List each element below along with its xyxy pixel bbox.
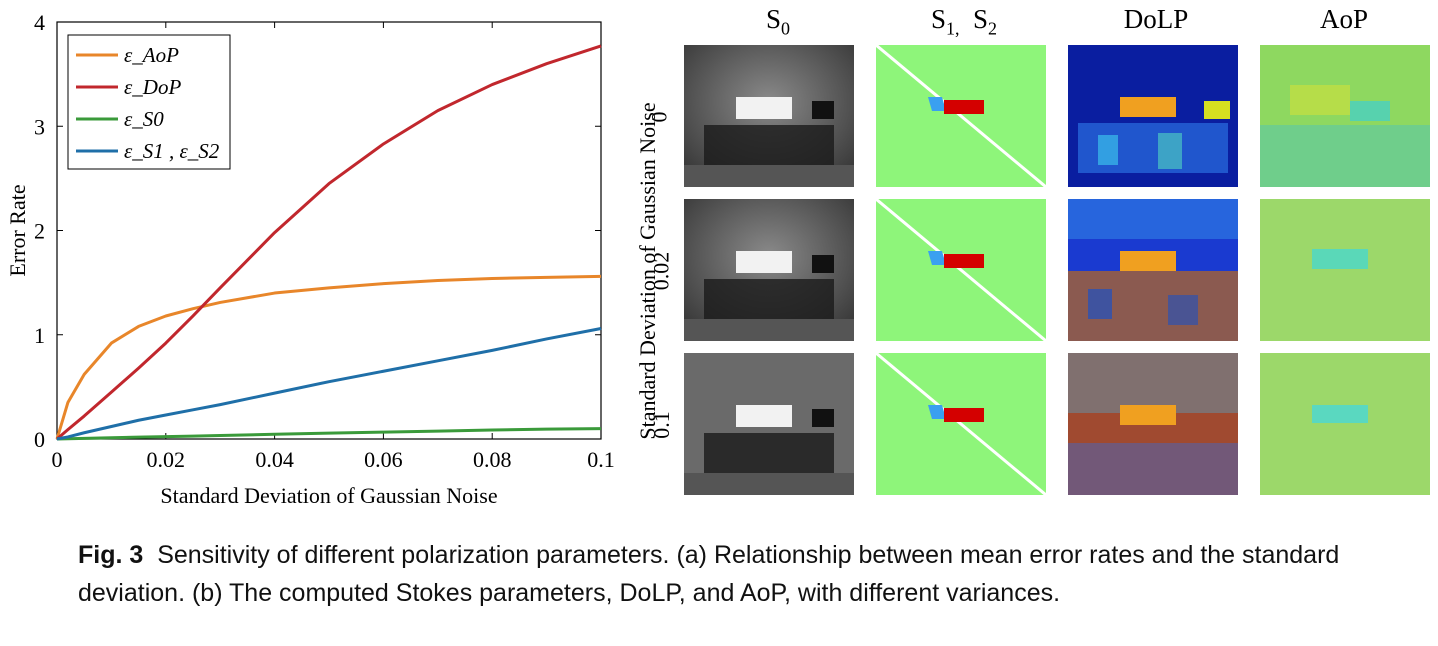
series-line — [55, 274, 602, 440]
dolp-image-row3 — [1068, 353, 1238, 495]
y-tick-label: 4 — [34, 10, 45, 35]
chart-axes: 0 0.02 0.04 0.06 0.08 0.1 0 1 2 3 4 Standard Deviat… — [5, 10, 615, 508]
y-tick-label: 0 — [34, 427, 45, 452]
series-line — [56, 427, 602, 441]
x-tick-label: 0.04 — [255, 447, 294, 472]
legend-label: ε_S1 , ε_S2 — [124, 139, 220, 163]
row-label-0: 0 — [646, 111, 672, 123]
row-label-0-02: 0.02 — [648, 251, 674, 291]
legend-box — [67, 34, 231, 170]
y-tick-label: 3 — [34, 114, 45, 139]
s1-s2-image-row3 — [876, 353, 1046, 495]
s0-image-row1 — [684, 45, 854, 187]
s1-s2-image-row1 — [876, 45, 1046, 187]
x-tick-label: 0.08 — [473, 447, 512, 472]
x-tick-label: 0.06 — [364, 447, 403, 472]
series-line — [56, 327, 602, 441]
chart-series — [55, 44, 602, 441]
column-header-dolp: DoLP — [1123, 4, 1189, 34]
dolp-image-row2 — [1068, 199, 1238, 341]
figure-caption-text: Sensitivity of different polarization pa… — [78, 541, 1340, 607]
x-axis-label: Standard Deviation of Gaussian Noise — [160, 483, 497, 508]
x-tick-label: 0.02 — [147, 447, 186, 472]
column-header-s1-s2: S1, S2 — [930, 4, 998, 39]
y-axis-label: Error Rate — [5, 184, 30, 276]
legend-label: ε_AoP — [124, 43, 179, 67]
s1-s2-image-row2 — [876, 199, 1046, 341]
dolp-image-row1 — [1068, 45, 1238, 187]
figure-label: Fig. 3 — [78, 541, 144, 569]
x-tick-label: 0.1 — [587, 447, 615, 472]
aop-image-row3 — [1260, 353, 1430, 495]
y-tick-label: 2 — [34, 219, 45, 244]
column-header-s0: S0 — [765, 4, 791, 39]
legend-label: ε_DoP — [124, 75, 181, 99]
aop-image-row1 — [1260, 45, 1430, 187]
series-line — [56, 44, 602, 441]
error-rate-chart: 0 0.02 0.04 0.06 0.08 0.1 0 1 2 3 4 Standard Deviat… — [5, 10, 615, 508]
legend-label: ε_S0 — [124, 107, 164, 131]
aop-image-row2 — [1260, 199, 1430, 341]
y-tick-label: 1 — [34, 323, 45, 348]
row-label-0-1: 0.1 — [648, 411, 674, 439]
column-header-aop: AoP — [1319, 4, 1368, 34]
chart-legend: ε_AoP ε_DoP ε_S0 ε_S1 , ε_S2 — [67, 34, 231, 170]
s0-image-row3 — [684, 353, 854, 495]
s0-image-row2 — [684, 199, 854, 341]
x-tick-label: 0 — [52, 447, 63, 472]
figure-caption: Fig. 3 Sensitivity of different polariza… — [78, 536, 1378, 612]
